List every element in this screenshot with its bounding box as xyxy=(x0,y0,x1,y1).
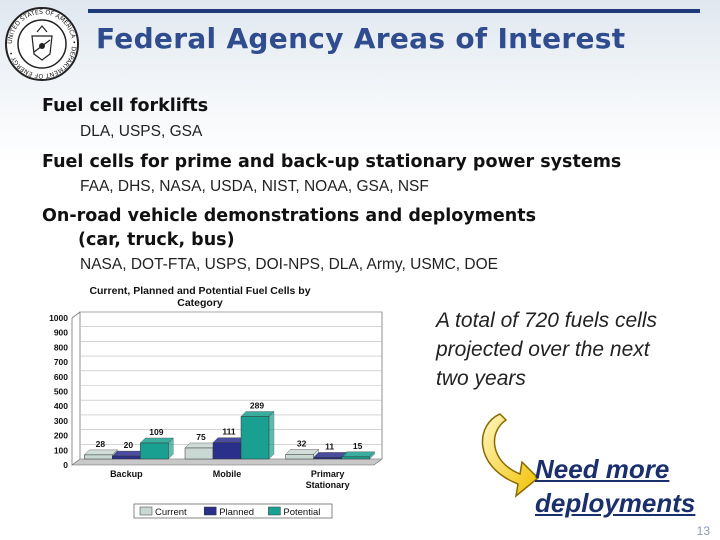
y-tick-label: 100 xyxy=(54,445,68,455)
bar xyxy=(341,456,370,460)
chart-floor xyxy=(71,458,383,466)
bar-data-label: 111 xyxy=(222,427,236,437)
bar-data-label: 20 xyxy=(124,440,134,450)
bullet-vehicle-heading-cont: (car, truck, bus) xyxy=(78,230,235,250)
legend-label: Planned xyxy=(219,507,254,518)
bullet-stationary-heading: Fuel cells for prime and back-up station… xyxy=(42,152,622,172)
fuel-cell-chart: Current, Planned and Potential Fuel Cell… xyxy=(22,276,419,522)
y-tick-label: 300 xyxy=(54,416,68,426)
page-title: Federal Agency Areas of Interest xyxy=(96,22,626,55)
legend-swatch xyxy=(268,506,281,516)
bar-top xyxy=(139,437,174,444)
need-more-deployments: Need more deployments xyxy=(535,452,695,520)
bar xyxy=(240,416,270,460)
need-line2: deployments xyxy=(535,488,696,518)
bullet-forklifts-agencies: DLA, USPS, GSA xyxy=(80,123,203,140)
legend-swatch xyxy=(203,506,217,516)
y-tick-label: 900 xyxy=(54,328,68,338)
bullet-vehicle-heading: On-road vehicle demonstrations and deplo… xyxy=(42,206,537,226)
bar-top xyxy=(240,411,275,417)
y-tick-label: 500 xyxy=(54,387,68,397)
bar xyxy=(313,457,342,460)
bar-data-label: 15 xyxy=(353,441,363,451)
bar xyxy=(212,442,242,460)
bar-side xyxy=(268,411,275,460)
bullet-stationary-agencies: FAA, DHS, NASA, USDA, NIST, NOAA, GSA, N… xyxy=(80,178,429,195)
bar-top xyxy=(341,451,376,457)
bar xyxy=(184,447,214,460)
y-tick-label: 600 xyxy=(54,372,68,382)
bar-data-label: 32 xyxy=(297,438,307,448)
legend-box xyxy=(133,503,333,519)
bar xyxy=(140,442,169,460)
legend-label: Potential xyxy=(283,507,320,518)
curved-arrow-icon xyxy=(481,413,540,498)
top-rule xyxy=(88,9,700,13)
bar xyxy=(285,454,314,460)
legend-swatch xyxy=(139,506,153,516)
y-tick-label: 800 xyxy=(54,342,68,352)
bar-top xyxy=(285,449,320,455)
plot-depth-edge xyxy=(71,311,81,319)
y-tick-label: 200 xyxy=(54,431,68,441)
x-tick-label: Backup xyxy=(110,469,143,479)
bar xyxy=(112,455,141,460)
bar-top xyxy=(83,449,118,456)
chart-svg: Current, Planned and Potential Fuel Cell… xyxy=(49,285,383,519)
bar-data-label: 75 xyxy=(196,432,206,442)
page-number: 13 xyxy=(696,524,710,538)
bar xyxy=(84,454,113,460)
y-tick-label: 1000 xyxy=(49,313,68,323)
bullet-forklifts-heading: Fuel cell forklifts xyxy=(42,96,209,116)
bar-data-label: 28 xyxy=(96,439,106,449)
y-tick-label: 700 xyxy=(54,357,68,367)
y-tick-label: 400 xyxy=(54,401,68,411)
y-tick-label: 0 xyxy=(63,460,68,470)
bullet-vehicle-agencies: NASA, DOT-FTA, USPS, DOI-NPS, DLA, Army,… xyxy=(80,256,498,273)
x-tick-label: Primary xyxy=(311,469,345,479)
x-tick-label: Mobile xyxy=(213,469,242,479)
chart-title-line2: Category xyxy=(177,297,223,309)
bar-data-label: 109 xyxy=(149,427,163,437)
chart-title-line1: Current, Planned and Potential Fuel Cell… xyxy=(89,285,310,297)
callout-text: A total of 720 fuels cells projected ove… xyxy=(436,309,658,390)
need-line1: Need more xyxy=(535,454,670,484)
bar-data-label: 289 xyxy=(250,401,264,411)
bar-data-label: 11 xyxy=(325,441,334,451)
doe-seal-logo: UNITED STATES OF AMERICA • DEPARTMENT OF… xyxy=(5,7,79,81)
x-tick-label: Stationary xyxy=(306,480,350,490)
legend-label: Current xyxy=(155,507,187,518)
